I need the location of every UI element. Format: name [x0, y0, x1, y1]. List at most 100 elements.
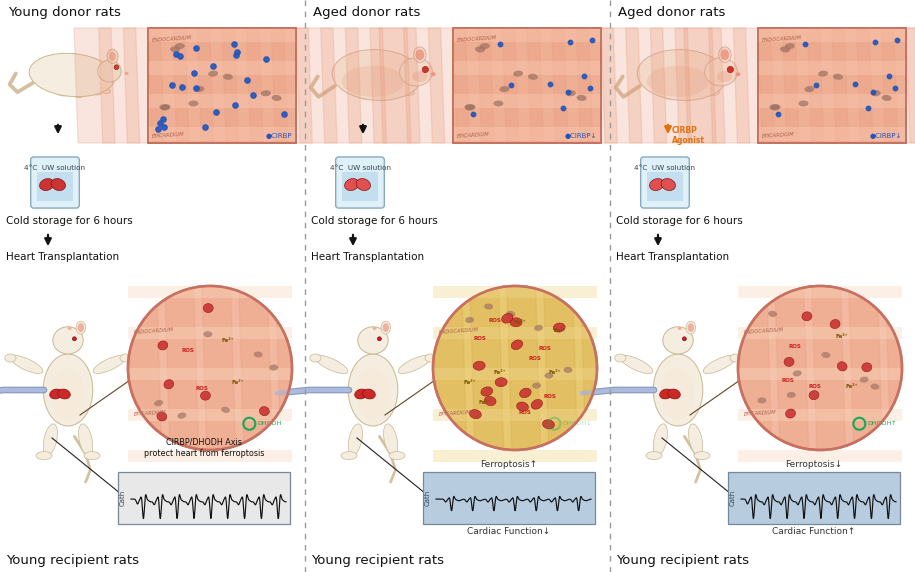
Ellipse shape: [203, 331, 212, 337]
Ellipse shape: [495, 378, 507, 387]
Text: 4°C  UW solution: 4°C UW solution: [329, 165, 391, 171]
Ellipse shape: [473, 362, 485, 370]
Polygon shape: [322, 286, 356, 450]
Ellipse shape: [107, 49, 118, 63]
Ellipse shape: [356, 368, 390, 420]
Ellipse shape: [475, 46, 485, 53]
Text: ROS: ROS: [519, 411, 532, 415]
Polygon shape: [470, 286, 503, 450]
Polygon shape: [628, 286, 661, 450]
Polygon shape: [478, 28, 519, 143]
Ellipse shape: [506, 311, 515, 317]
Text: EPICARDIUM: EPICARDIUM: [744, 410, 777, 417]
Ellipse shape: [721, 49, 729, 60]
Ellipse shape: [637, 50, 727, 101]
Polygon shape: [320, 28, 361, 143]
Ellipse shape: [500, 86, 510, 92]
Ellipse shape: [694, 452, 710, 459]
Ellipse shape: [543, 420, 554, 429]
Ellipse shape: [511, 340, 522, 349]
Polygon shape: [544, 286, 577, 450]
Text: Cold storage for 6 hours: Cold storage for 6 hours: [616, 216, 743, 226]
Ellipse shape: [194, 86, 204, 92]
Ellipse shape: [381, 321, 391, 334]
Ellipse shape: [687, 323, 694, 332]
Text: ROS: ROS: [489, 317, 501, 323]
Bar: [758, 126, 906, 141]
Text: CIRBP
Agonist: CIRBP Agonist: [672, 126, 705, 145]
Ellipse shape: [661, 178, 675, 190]
Ellipse shape: [188, 101, 199, 106]
Ellipse shape: [36, 452, 52, 459]
Polygon shape: [581, 286, 614, 450]
Polygon shape: [345, 28, 386, 143]
Ellipse shape: [661, 92, 675, 99]
Polygon shape: [849, 286, 882, 450]
Ellipse shape: [99, 88, 111, 93]
Polygon shape: [664, 286, 698, 450]
Ellipse shape: [76, 321, 86, 334]
Bar: [128, 286, 292, 299]
Ellipse shape: [84, 452, 100, 459]
Text: Cold storage for 6 hours: Cold storage for 6 hours: [311, 216, 437, 226]
Bar: [423, 472, 595, 524]
Ellipse shape: [10, 355, 43, 374]
Ellipse shape: [402, 89, 414, 96]
Ellipse shape: [342, 66, 404, 97]
Ellipse shape: [662, 368, 694, 420]
Ellipse shape: [383, 424, 398, 455]
Polygon shape: [733, 28, 774, 143]
Text: Young donor rats: Young donor rats: [8, 6, 121, 19]
Text: Fe²⁺: Fe²⁺: [554, 328, 566, 332]
Bar: [738, 450, 902, 462]
Polygon shape: [92, 286, 124, 450]
Text: EPICARDIUM: EPICARDIUM: [152, 132, 185, 139]
Text: CIRBP/DHODH Axis
protect heart from ferroptosis: CIRBP/DHODH Axis protect heart from ferr…: [144, 438, 264, 458]
Bar: [341, 172, 378, 201]
Polygon shape: [313, 286, 346, 450]
Ellipse shape: [161, 105, 170, 110]
Ellipse shape: [510, 318, 522, 327]
Polygon shape: [590, 286, 624, 450]
Polygon shape: [708, 28, 749, 143]
Text: EPICARDIUM: EPICARDIUM: [439, 410, 472, 417]
Ellipse shape: [688, 424, 703, 455]
Bar: [758, 61, 906, 76]
Ellipse shape: [51, 368, 85, 420]
Polygon shape: [285, 286, 319, 450]
Text: ENDOCARDIUM: ENDOCARDIUM: [439, 327, 479, 335]
Ellipse shape: [393, 90, 405, 97]
Ellipse shape: [159, 104, 169, 110]
Ellipse shape: [809, 391, 819, 400]
Ellipse shape: [332, 50, 422, 101]
Ellipse shape: [269, 364, 278, 371]
Bar: [433, 450, 597, 462]
Polygon shape: [576, 28, 618, 143]
Text: EPICARDIUM: EPICARDIUM: [134, 410, 167, 417]
Ellipse shape: [157, 412, 167, 421]
Polygon shape: [17, 286, 51, 450]
Ellipse shape: [830, 320, 840, 328]
Bar: [647, 172, 684, 201]
Ellipse shape: [155, 400, 163, 406]
Text: ROS: ROS: [539, 345, 552, 351]
Ellipse shape: [164, 380, 174, 389]
Text: Ferroptosis↓: Ferroptosis↓: [785, 460, 843, 469]
Bar: [128, 450, 292, 462]
Ellipse shape: [412, 71, 427, 82]
Bar: [758, 28, 906, 143]
Polygon shape: [812, 286, 845, 450]
Bar: [453, 28, 601, 143]
Ellipse shape: [780, 46, 790, 53]
Polygon shape: [832, 28, 873, 143]
Text: ROS: ROS: [781, 378, 794, 383]
Polygon shape: [173, 28, 214, 143]
Text: ROS: ROS: [789, 344, 802, 348]
Ellipse shape: [564, 367, 573, 373]
Ellipse shape: [349, 424, 362, 455]
Polygon shape: [527, 28, 568, 143]
Ellipse shape: [259, 407, 269, 416]
Ellipse shape: [717, 71, 733, 82]
Text: Fe²⁺: Fe²⁺: [221, 337, 234, 343]
Ellipse shape: [697, 90, 710, 97]
